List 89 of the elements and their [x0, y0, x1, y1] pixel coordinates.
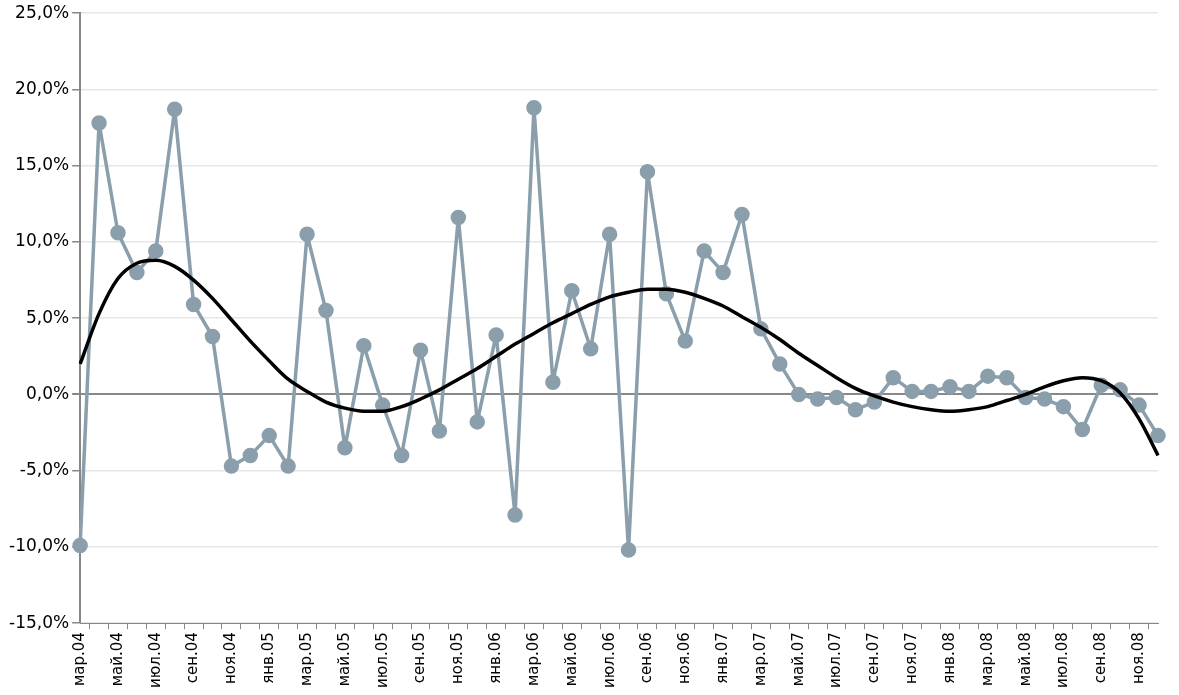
- point: [148, 243, 164, 259]
- point: [488, 327, 504, 343]
- point: [809, 391, 826, 407]
- point: [261, 427, 277, 444]
- point: [601, 226, 618, 243]
- point: [299, 226, 315, 243]
- point: [1036, 391, 1053, 407]
- point: [412, 342, 429, 358]
- point: [790, 386, 807, 403]
- point: [715, 264, 731, 281]
- point: [393, 447, 410, 464]
- x-tick-label: сен.08: [1091, 632, 1110, 684]
- y-tick-label: -5,0%: [19, 459, 70, 480]
- point: [923, 383, 939, 400]
- x-tick-label: май.04: [107, 632, 126, 687]
- point: [280, 458, 296, 474]
- point: [564, 282, 580, 299]
- x-tick-label: май.05: [334, 632, 353, 687]
- point: [582, 340, 599, 357]
- y-tick-label: 25,0%: [15, 1, 70, 22]
- x-tick-label: ноя.05: [448, 632, 467, 685]
- x-tick-label: янв.05: [259, 632, 278, 684]
- x-tick-label: июл.07: [826, 632, 845, 689]
- point: [318, 302, 334, 319]
- point: [166, 101, 183, 118]
- point: [980, 368, 996, 384]
- y-tick-label: 15,0%: [15, 154, 70, 175]
- x-tick-label: май.06: [561, 632, 580, 687]
- point: [677, 333, 693, 349]
- point: [1055, 398, 1072, 415]
- point: [526, 100, 542, 116]
- point: [204, 328, 221, 345]
- x-tick-label: ноя.04: [221, 632, 240, 685]
- x-tick-label: мар.06: [523, 632, 542, 687]
- point: [450, 209, 467, 226]
- x-tick-label: ноя.07: [902, 632, 921, 685]
- point: [772, 356, 788, 372]
- point: [904, 383, 920, 400]
- x-tick-label: мар.07: [750, 632, 769, 687]
- x-tick-label: май.07: [788, 632, 807, 687]
- point: [734, 206, 750, 223]
- x-tick-label: мар.05: [296, 632, 315, 687]
- x-tick-label: янв.07: [712, 632, 731, 684]
- x-tick-label: июл.08: [1053, 632, 1072, 689]
- point: [507, 507, 523, 523]
- x-tick-label: июл.05: [372, 632, 391, 689]
- point: [998, 369, 1015, 386]
- x-tick-label: май.08: [1015, 632, 1034, 687]
- point: [356, 337, 372, 354]
- x-tick-label: ноя.08: [1128, 632, 1147, 685]
- point: [942, 379, 958, 395]
- x-tick-label: янв.08: [939, 632, 958, 684]
- point: [1074, 421, 1091, 438]
- x-tick-label: ноя.06: [675, 632, 694, 685]
- point: [620, 542, 637, 558]
- point: [961, 383, 977, 400]
- point: [885, 369, 902, 386]
- y-tick-label: 20,0%: [15, 77, 70, 98]
- point: [847, 401, 864, 418]
- y-tick-label: -15,0%: [9, 611, 70, 632]
- point: [1131, 397, 1147, 413]
- point: [223, 458, 240, 474]
- point: [337, 440, 353, 456]
- x-tick-label: мар.04: [70, 632, 89, 687]
- point: [110, 225, 126, 241]
- point: [828, 389, 845, 406]
- point: [129, 264, 145, 281]
- point: [431, 423, 448, 439]
- x-tick-label: сен.04: [183, 632, 202, 684]
- x-tick-label: сен.05: [410, 632, 429, 684]
- point: [545, 374, 561, 390]
- point: [469, 414, 485, 430]
- point: [242, 447, 259, 464]
- x-tick-label: сен.06: [637, 632, 656, 684]
- x-tick-label: янв.06: [486, 632, 505, 684]
- y-tick-label: 5,0%: [25, 306, 70, 327]
- point: [639, 164, 656, 180]
- point: [185, 296, 202, 313]
- x-tick-label: мар.08: [977, 632, 996, 687]
- x-tick-label: сен.07: [864, 632, 883, 684]
- x-tick-label: июл.06: [599, 632, 618, 689]
- point: [1150, 427, 1166, 444]
- point: [696, 243, 712, 259]
- point: [91, 115, 107, 131]
- y-tick-label: 10,0%: [15, 230, 70, 251]
- x-tick-label: июл.04: [145, 632, 164, 689]
- y-tick-label: -10,0%: [9, 535, 70, 556]
- point: [72, 537, 88, 554]
- y-tick-label: 0,0%: [25, 382, 70, 403]
